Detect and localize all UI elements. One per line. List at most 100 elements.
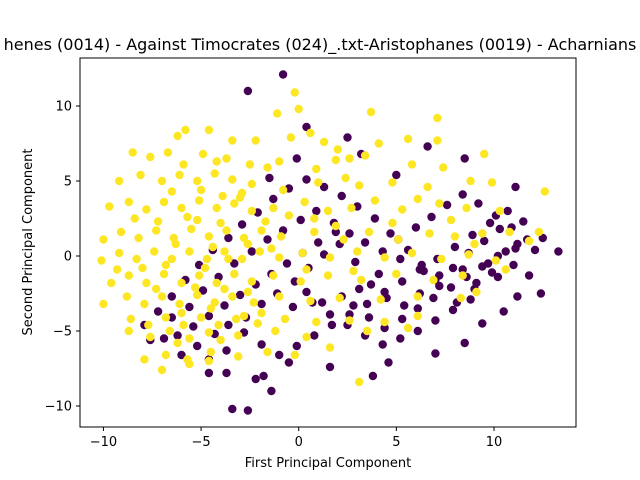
scatter-point: [140, 299, 149, 309]
scatter-point: [132, 254, 141, 264]
scatter-point: [392, 269, 401, 279]
scatter-point: [177, 278, 186, 288]
scatter-point: [222, 154, 231, 163]
scatter-point: [325, 253, 335, 262]
scatter-point: [140, 355, 149, 364]
scatter-point: [253, 319, 262, 328]
scatter-point: [519, 217, 528, 226]
scatter-point: [212, 278, 221, 288]
scatter-point: [243, 287, 253, 297]
scatter-point: [191, 283, 200, 292]
scatter-point: [290, 277, 299, 286]
scatter-point: [374, 269, 383, 279]
scatter-point: [435, 281, 444, 291]
scatter-point: [261, 217, 270, 226]
scatter-point: [200, 263, 210, 273]
y-axis-label: Second Principal Component: [21, 149, 36, 336]
scatter-point: [351, 257, 360, 267]
scatter-point: [325, 362, 335, 372]
scatter-point: [343, 133, 352, 142]
scatter-point: [415, 265, 424, 274]
y-tick-label: 5: [64, 175, 72, 190]
scatter-point: [429, 293, 438, 303]
scatter-point: [286, 133, 296, 142]
scatter-point: [275, 157, 284, 166]
scatter-point: [349, 266, 358, 276]
scatter-point: [314, 238, 323, 247]
scatter-point: [366, 280, 376, 289]
scatter-point: [388, 218, 397, 228]
scatter-point: [337, 191, 346, 201]
scatter-point: [425, 229, 434, 238]
scatter-point: [472, 287, 481, 297]
scatter-point: [193, 290, 202, 300]
scatter-point: [175, 170, 184, 180]
points-layer: [97, 70, 563, 415]
scatter-point: [167, 254, 176, 264]
scatter-point: [175, 299, 184, 309]
scatter-point: [257, 299, 266, 309]
scatter-point: [124, 271, 133, 280]
scatter-point: [251, 374, 260, 384]
scatter-point: [302, 287, 311, 297]
scatter-point: [204, 368, 214, 378]
scatter-point: [511, 182, 520, 192]
scatter-point: [198, 149, 208, 159]
scatter-point: [146, 332, 155, 342]
scatter-point: [198, 286, 208, 295]
scatter-point: [222, 346, 231, 355]
scatter-point: [97, 256, 106, 265]
scatter-point: [232, 314, 241, 324]
scatter-point: [165, 326, 174, 336]
scatter-point: [474, 199, 483, 208]
scatter-point: [448, 263, 458, 273]
scatter-point: [114, 176, 124, 186]
scatter-point: [300, 197, 309, 207]
scatter-point: [263, 347, 272, 357]
scatter-point: [400, 301, 409, 310]
scatter-point: [194, 196, 204, 205]
scatter-point: [171, 239, 180, 249]
scatter-point: [491, 256, 501, 265]
scatter-point: [503, 206, 512, 216]
scatter-point: [364, 227, 374, 237]
scatter-point: [234, 352, 243, 361]
scatter-point: [323, 206, 333, 216]
scatter-point: [167, 187, 176, 196]
scatter-point: [222, 226, 231, 235]
scatter-point: [509, 260, 518, 270]
scatter-point: [468, 230, 477, 240]
scatter-point: [259, 371, 268, 381]
scatter-point: [275, 292, 284, 301]
scatter-point: [269, 203, 278, 213]
scatter-point: [257, 226, 266, 235]
scatter-point: [275, 350, 284, 360]
scatter-point: [126, 314, 135, 324]
scatter-point: [331, 221, 340, 231]
scatter-point: [224, 320, 233, 330]
scatter-point: [323, 271, 333, 280]
scatter-point: [413, 194, 422, 204]
scatter-point: [446, 215, 456, 225]
scatter-point: [327, 320, 337, 330]
scatter-point: [435, 199, 444, 208]
scatter-point: [413, 292, 422, 301]
scatter-point: [319, 182, 329, 192]
scatter-point: [398, 205, 407, 214]
scatter-point: [150, 247, 159, 256]
scatter-point: [437, 254, 446, 264]
scatter-point: [257, 340, 266, 349]
scatter-point: [247, 277, 256, 286]
scatter-point: [341, 173, 350, 183]
scatter-point: [345, 310, 354, 319]
scatter-point: [224, 254, 233, 264]
scatter-point: [193, 215, 202, 225]
scatter-point: [257, 308, 266, 318]
scatter-point: [142, 205, 151, 214]
x-axis: −10 −5 0 5 10: [90, 427, 502, 450]
scatter-point: [456, 293, 465, 303]
scatter-point: [460, 338, 469, 348]
scatter-point: [458, 190, 467, 199]
scatter-point: [210, 298, 219, 307]
scatter-point: [495, 206, 504, 216]
